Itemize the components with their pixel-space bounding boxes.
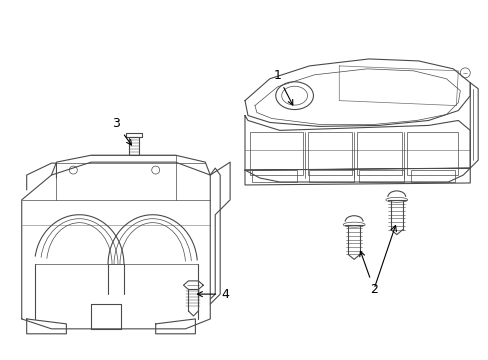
Bar	[249, 132, 302, 175]
Bar	[309, 170, 353, 182]
Bar	[307, 132, 351, 175]
Text: 4: 4	[197, 288, 228, 301]
Text: 1: 1	[273, 69, 292, 105]
Bar	[410, 170, 454, 182]
Text: 3: 3	[112, 117, 131, 145]
Bar	[251, 170, 296, 182]
Bar	[356, 132, 401, 175]
Bar	[358, 170, 403, 182]
Text: 2: 2	[359, 251, 377, 296]
Bar	[406, 132, 457, 175]
